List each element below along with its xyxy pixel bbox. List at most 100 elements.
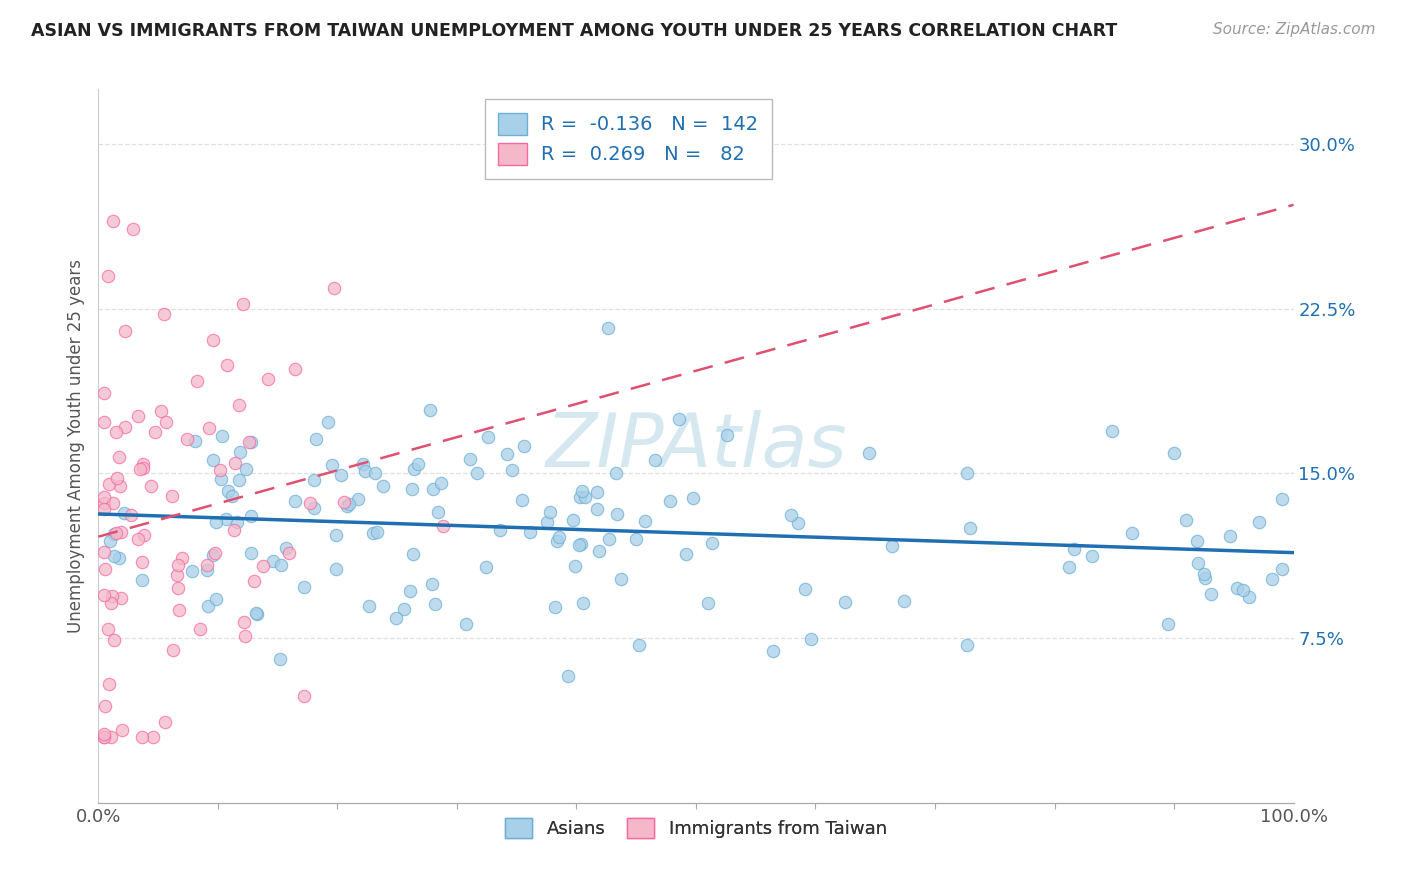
Point (544, 599, 567, 614)
Point (252, 559, 274, 574)
Point (176, 432, 198, 446)
Point (103, 526, 125, 541)
Point (536, 515, 558, 529)
Point (93, 730, 115, 744)
Point (195, 563, 218, 577)
Point (304, 474, 326, 488)
Point (337, 497, 360, 511)
Point (143, 425, 166, 440)
Point (354, 464, 377, 478)
Point (1057, 560, 1080, 574)
Point (93, 386, 115, 401)
Point (209, 472, 232, 486)
Point (153, 715, 176, 730)
Point (426, 505, 449, 519)
Point (569, 537, 592, 551)
Point (322, 281, 344, 295)
Point (1121, 526, 1143, 541)
Point (574, 491, 596, 505)
Point (467, 466, 489, 480)
Point (385, 610, 408, 624)
Point (97, 268, 120, 283)
Point (112, 506, 135, 520)
Point (229, 445, 252, 459)
Point (1081, 549, 1104, 563)
Point (188, 622, 211, 636)
Point (270, 558, 292, 573)
Point (588, 544, 610, 558)
Point (162, 643, 184, 657)
Point (330, 468, 353, 483)
Point (489, 523, 512, 537)
Point (97, 623, 120, 637)
Text: ZIPAtlas: ZIPAtlas (546, 410, 846, 482)
Point (93, 699, 115, 714)
Point (235, 461, 257, 475)
Point (202, 452, 225, 467)
Point (224, 523, 246, 537)
Point (834, 595, 856, 609)
Point (1232, 583, 1254, 598)
Point (659, 494, 682, 508)
Point (1261, 572, 1284, 586)
Point (240, 508, 263, 523)
Point (132, 528, 155, 542)
Point (205, 516, 228, 530)
Point (114, 324, 136, 338)
Point (108, 551, 131, 566)
Point (202, 548, 225, 562)
Point (1226, 581, 1249, 595)
Point (233, 629, 256, 643)
Point (359, 599, 381, 613)
Point (419, 403, 441, 417)
Point (132, 457, 155, 471)
Point (624, 532, 647, 546)
Point (284, 362, 307, 376)
Point (394, 601, 416, 615)
Point (240, 546, 263, 560)
Point (195, 558, 218, 572)
Point (959, 521, 981, 535)
Point (233, 615, 256, 629)
Point (634, 514, 657, 528)
Point (697, 596, 720, 610)
Point (131, 573, 153, 587)
Point (432, 519, 454, 533)
Point (224, 456, 246, 470)
Point (105, 471, 128, 485)
Y-axis label: Unemployment Among Youth under 25 years: Unemployment Among Youth under 25 years (66, 259, 84, 633)
Point (166, 567, 188, 582)
Point (93, 730, 115, 744)
Point (101, 496, 124, 510)
Point (373, 479, 395, 493)
Point (98, 534, 122, 549)
Point (800, 632, 823, 647)
Point (956, 638, 979, 652)
Point (858, 446, 880, 460)
Point (1219, 529, 1241, 543)
Point (100, 596, 122, 610)
Point (202, 333, 225, 347)
Point (131, 730, 153, 744)
Point (204, 591, 226, 606)
Point (598, 533, 620, 547)
Point (1237, 590, 1260, 604)
Point (167, 581, 190, 595)
Point (198, 421, 221, 435)
Point (127, 532, 149, 546)
Point (406, 457, 429, 471)
Point (170, 550, 193, 565)
Point (325, 562, 347, 576)
Point (321, 458, 343, 472)
Point (292, 690, 315, 704)
Point (675, 547, 697, 561)
Point (399, 583, 422, 598)
Point (103, 549, 125, 563)
Point (93, 490, 115, 504)
Point (668, 411, 690, 425)
Point (716, 428, 738, 442)
Point (513, 439, 536, 453)
Point (423, 597, 446, 611)
Point (893, 593, 915, 607)
Point (366, 525, 388, 540)
